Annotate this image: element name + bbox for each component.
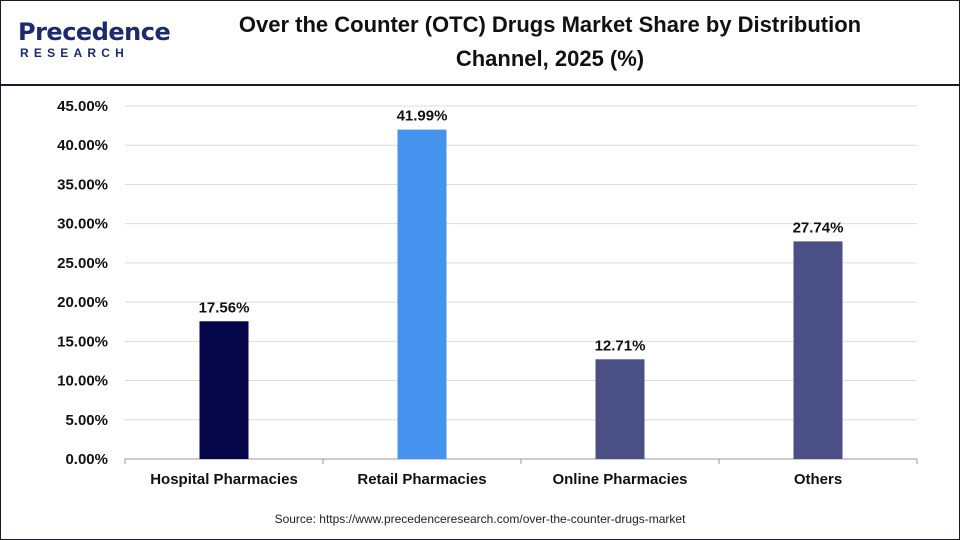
bar-chart: 0.00% 5.00% 10.00% 15.00% 20.00% 25.00% 30.00%…: [57, 98, 918, 488]
y-tick-label: 5.00%: [65, 412, 108, 429]
bar: [595, 359, 645, 459]
source-note: Source: https://www.precedenceresearch.c…: [274, 512, 686, 526]
chart-title-line-2: Channel, 2025 (%): [455, 46, 645, 71]
x-tick-label: Others: [794, 471, 842, 488]
bar: [793, 241, 843, 459]
logo-wordmark: Precedence: [18, 18, 171, 46]
logo-subtitle: RESEARCH: [20, 46, 129, 60]
x-tick-label: Retail Pharmacies: [357, 471, 486, 488]
y-tick-label: 45.00%: [57, 98, 108, 115]
y-tick-label: 35.00%: [57, 176, 108, 193]
header: Precedence RESEARCH Over the Counter (OT…: [0, 0, 960, 86]
bar: [199, 321, 249, 459]
y-tick-label: 0.00%: [65, 451, 108, 468]
y-tick-label: 20.00%: [57, 294, 108, 311]
data-label: 12.71%: [595, 337, 646, 354]
y-tick-label: 30.00%: [57, 216, 108, 233]
data-label: 27.74%: [793, 219, 844, 236]
y-tick-label: 25.00%: [57, 255, 108, 272]
x-tick-label: Hospital Pharmacies: [150, 471, 298, 488]
bar: [397, 129, 447, 459]
data-label: 41.99%: [397, 108, 448, 125]
x-tick-label: Online Pharmacies: [552, 471, 687, 488]
chart-title: Over the Counter (OTC) Drugs Market Shar…: [200, 8, 900, 76]
chart-title-line-1: Over the Counter (OTC) Drugs Market Shar…: [238, 12, 862, 37]
y-tick-label: 10.00%: [57, 373, 108, 390]
y-tick-label: 15.00%: [57, 333, 108, 350]
y-tick-label: 40.00%: [57, 137, 108, 154]
data-label: 17.56%: [199, 299, 250, 316]
company-logo: Precedence RESEARCH: [18, 18, 171, 64]
